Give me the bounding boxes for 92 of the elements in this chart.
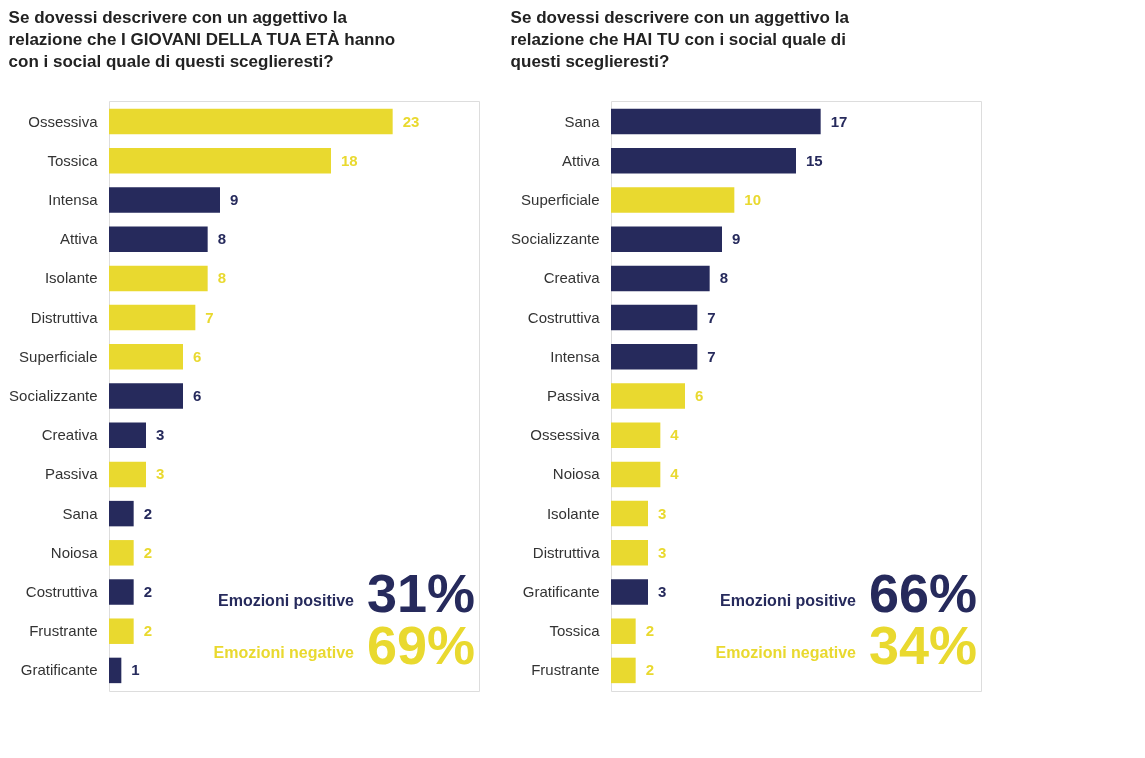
bar	[611, 344, 698, 370]
bar	[109, 148, 331, 174]
y-tick-label: Costruttiva	[527, 308, 601, 326]
y-tick-label: Frustrante	[531, 661, 600, 679]
bar	[611, 540, 648, 566]
chart-title: Se dovessi descrivere con un aggettivo la relazione che I GIOVANI DELLA TUA ETÀ hanno con i social quale di questi sceglieresti?	[8, 8, 396, 71]
bar	[611, 422, 661, 448]
bar	[611, 108, 821, 135]
y-tick-label: Superficiale	[19, 347, 98, 365]
data-label: 3	[658, 583, 667, 601]
bar	[109, 618, 134, 644]
bar	[109, 500, 134, 527]
data-label: 17	[830, 112, 848, 130]
bar	[109, 226, 208, 252]
data-label: 2	[143, 583, 153, 601]
y-tick-label: Distruttiva	[532, 543, 601, 561]
bar	[611, 461, 661, 488]
chart-title: Se dovessi descrivere con un aggettivo la relazione che HAI TU con i social quale di questi sceglieresti?	[510, 8, 850, 71]
bar	[109, 579, 134, 605]
data-label: 6	[193, 387, 202, 404]
bar	[109, 108, 393, 135]
y-tick-label: Sana	[62, 504, 99, 522]
data-label: 3	[156, 426, 165, 444]
data-label: 8	[719, 269, 729, 287]
data-label: 6	[695, 387, 704, 404]
data-label: 8	[217, 269, 227, 287]
data-label: 2	[143, 622, 153, 640]
bar	[109, 657, 122, 684]
y-tick-label: Isolante	[546, 504, 600, 522]
data-label: 2	[143, 543, 153, 561]
data-label: 2	[645, 622, 655, 640]
data-label: 18	[341, 151, 358, 169]
bar	[109, 344, 183, 370]
bar	[611, 148, 796, 174]
y-tick-label: Sana	[564, 112, 601, 130]
bar	[109, 187, 220, 213]
bar	[611, 226, 722, 252]
data-label: 6	[193, 347, 202, 365]
y-tick-label: Tossica	[47, 151, 99, 169]
bar	[611, 304, 698, 331]
y-tick-label: Gratificante	[522, 583, 600, 601]
data-label: 3	[658, 543, 667, 561]
y-tick-label: Passiva	[546, 387, 601, 404]
y-tick-label: Superficiale	[521, 190, 600, 208]
bar	[611, 618, 636, 644]
data-label: 7	[707, 308, 716, 326]
y-tick-label: Gratificante	[20, 661, 98, 679]
bar	[611, 383, 685, 409]
data-label: 4	[670, 426, 680, 444]
bar	[109, 540, 134, 566]
data-label: 1	[131, 661, 140, 679]
y-tick-label: Costruttiva	[25, 583, 99, 601]
y-tick-label: Socializzante	[9, 387, 98, 404]
bar	[109, 422, 146, 448]
bar	[109, 383, 183, 409]
data-label: 2	[645, 661, 655, 679]
y-tick-label: Frustrante	[29, 622, 98, 640]
bar	[611, 579, 648, 605]
data-label: 3	[658, 504, 667, 522]
data-label: 9	[732, 230, 741, 248]
data-label: 8	[217, 230, 227, 248]
y-tick-label: Passiva	[44, 465, 99, 483]
bar	[109, 265, 208, 292]
bar	[109, 461, 146, 488]
y-tick-label: Ossessiva	[530, 426, 601, 444]
y-tick-label: Socializzante	[511, 230, 600, 248]
bar	[611, 657, 636, 684]
bar	[611, 187, 735, 213]
bar	[611, 265, 710, 292]
data-label: 15	[806, 151, 823, 169]
y-tick-label: Intensa	[48, 190, 99, 208]
y-tick-label: Noiosa	[50, 543, 99, 561]
y-tick-label: Noiosa	[552, 465, 601, 483]
data-label: 7	[205, 308, 214, 326]
y-tick-label: Creativa	[41, 426, 99, 444]
y-tick-label: Ossessiva	[28, 112, 99, 130]
y-tick-label: Intensa	[550, 347, 601, 365]
y-tick-label: Attiva	[561, 151, 601, 169]
y-tick-label: Tossica	[549, 622, 601, 640]
data-label: 2	[143, 504, 153, 522]
y-tick-label: Attiva	[59, 230, 99, 248]
y-tick-label: Isolante	[44, 269, 98, 287]
data-label: 3	[156, 465, 165, 483]
data-label: 9	[230, 190, 239, 208]
y-tick-label: Creativa	[543, 269, 601, 287]
bar	[611, 500, 648, 527]
data-label: 7	[707, 347, 716, 365]
y-tick-label: Distruttiva	[30, 308, 99, 326]
bar	[109, 304, 196, 331]
data-label: 10	[744, 190, 762, 208]
data-label: 23	[402, 112, 420, 130]
data-label: 4	[670, 465, 680, 483]
